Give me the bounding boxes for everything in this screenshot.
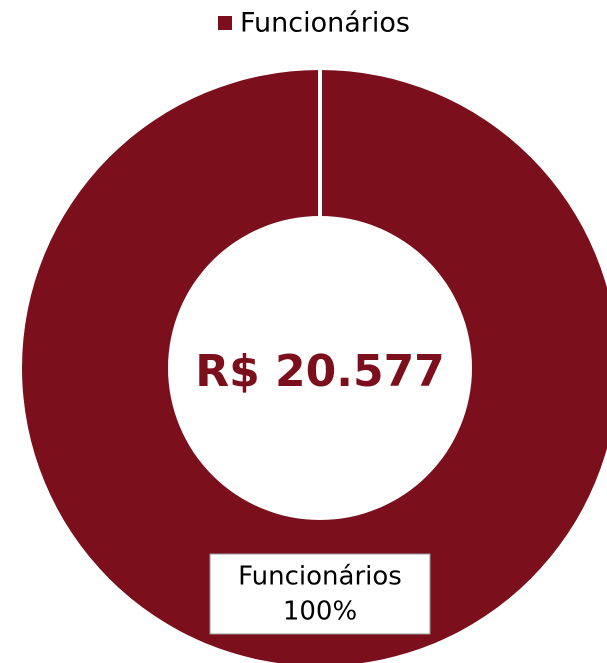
legend-label: Funcionários (240, 8, 410, 39)
data-label-name: Funcionários (238, 562, 402, 592)
data-label-value: 100% (283, 597, 357, 627)
slice (22, 70, 607, 663)
center-label: R$ 20.577 (195, 346, 445, 397)
legend-swatch (218, 16, 232, 30)
donut: Funcionários 100% Funcionários (22, 8, 607, 663)
data-label-box (209, 553, 431, 635)
